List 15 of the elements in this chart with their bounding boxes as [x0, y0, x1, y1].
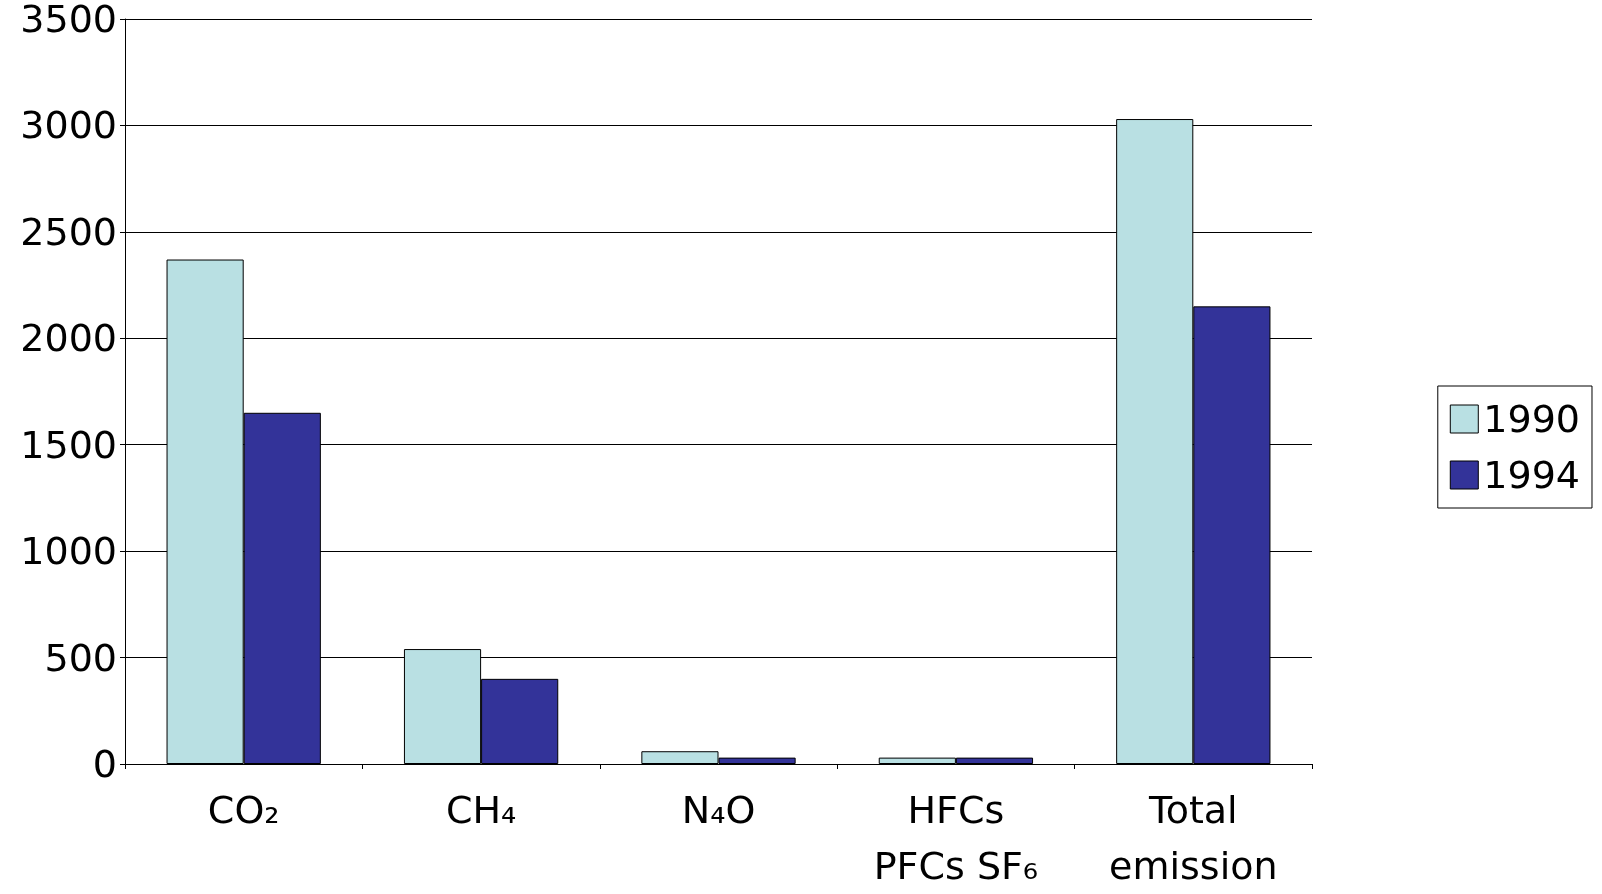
- y-tick-label: 3000: [20, 103, 117, 148]
- x-tick-label: CH₄: [445, 788, 517, 832]
- x-tick-label: N₄O: [681, 788, 756, 832]
- x-tick-label: HFCs PFCs SF₆: [873, 788, 1039, 888]
- y-tick-label: 1500: [20, 422, 117, 467]
- x-tick-label: Total emission: [1109, 788, 1278, 888]
- y-tick-label: 500: [44, 635, 117, 680]
- y-tick-label: 0: [92, 742, 117, 786]
- y-tick-label: 2500: [20, 209, 117, 254]
- legend-label: 1990: [1483, 397, 1581, 441]
- legend-label: 1994: [1483, 453, 1581, 497]
- y-tick-label: 2000: [20, 316, 117, 361]
- x-tick-label: CO₂: [207, 788, 280, 832]
- y-tick-label: 1000: [20, 529, 117, 574]
- y-tick-label: 3500: [20, 0, 117, 41]
